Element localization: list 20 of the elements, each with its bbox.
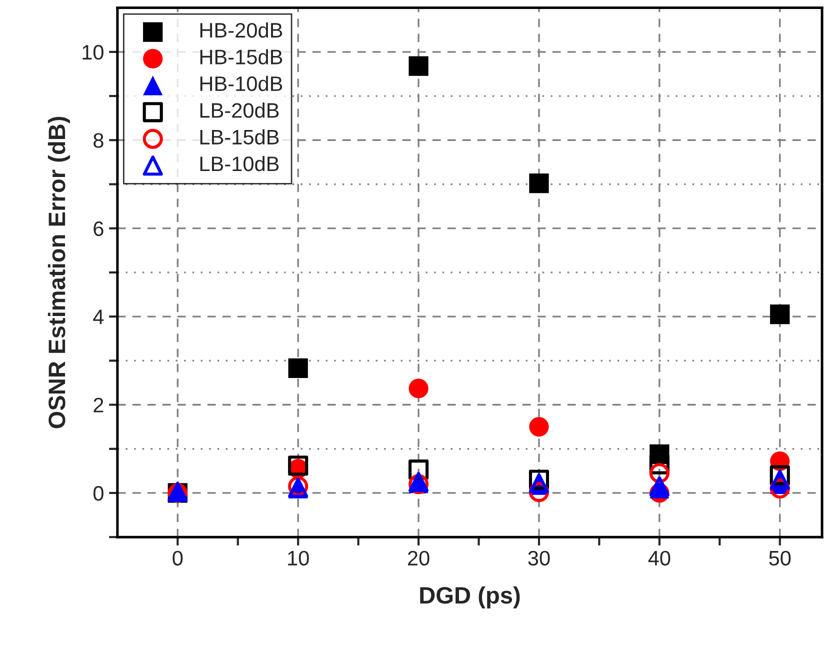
- x-tick-label: 20: [408, 550, 430, 566]
- legend-label: LB-15dB: [200, 129, 279, 145]
- legend-label: LB-20dB: [200, 102, 279, 118]
- y-tick-label: 2: [94, 398, 104, 412]
- y-tick-label: 8: [94, 133, 104, 148]
- y-tick-label: 0: [93, 486, 104, 501]
- x-tick-label: 50: [769, 550, 791, 566]
- y-axis-title: OSNR Estimation Error (dB): [48, 116, 70, 428]
- x-tick-label: 0: [172, 550, 183, 566]
- legend-label: HB-15dB: [200, 49, 282, 64]
- x-tick-label: 10: [288, 550, 309, 566]
- y-tick-label: 6: [94, 221, 104, 236]
- legend-label: LB-10dB: [200, 156, 279, 172]
- legend-label: HB-20dB: [200, 22, 282, 38]
- legend-label: HB-10dB: [200, 76, 282, 92]
- y-tick-label: 4: [93, 310, 104, 324]
- x-tick-label: 30: [528, 550, 550, 566]
- x-tick-label: 40: [648, 550, 670, 566]
- x-axis-title: DGD (ps): [420, 586, 520, 608]
- y-tick-label: 10: [82, 44, 104, 60]
